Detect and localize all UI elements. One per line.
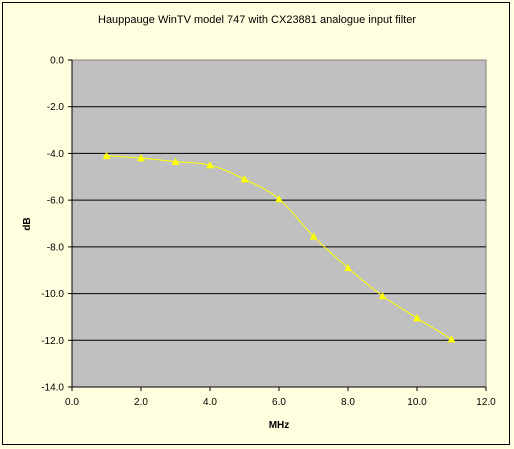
data-point [447, 335, 456, 343]
data-point [206, 161, 214, 169]
x-axis-label: MHz [269, 420, 290, 431]
y-tick-label: -2.0 [47, 102, 65, 113]
data-point [378, 291, 387, 300]
x-axis: 0.0 2.0 4.0 6.0 8.0 10.0 12.0 [65, 60, 496, 408]
grid-lines [72, 106, 486, 341]
y-tick-label: -8.0 [47, 242, 65, 253]
data-point [309, 232, 318, 240]
x-tick-label: 4.0 [203, 397, 217, 408]
data-point [344, 263, 352, 272]
y-tick-label: 0.0 [50, 56, 64, 67]
data-point [413, 314, 421, 322]
y-axis-label: dB [22, 217, 33, 230]
y-tick-label: -14.0 [41, 383, 64, 394]
x-tick-label: 6.0 [272, 397, 286, 408]
x-tick-label: 8.0 [341, 397, 355, 408]
x-tick-label: 0.0 [65, 397, 79, 408]
chart-title: Hauppauge WinTV model 747 with CX23881 a… [98, 14, 416, 26]
y-axis: 0.0 -2.0 -4.0 -6.0 -8.0 -10.0 -12.0 -14.0 [41, 56, 72, 394]
data-point [171, 157, 180, 165]
y-tick-label: -4.0 [47, 149, 65, 160]
data-point [137, 154, 145, 162]
x-tick-label: 2.0 [134, 397, 148, 408]
y-tick-label: -12.0 [41, 336, 64, 347]
plot-area [71, 59, 487, 388]
y-tick-label: -10.0 [41, 289, 64, 300]
data-point [240, 175, 249, 183]
x-tick-label: 10.0 [407, 397, 427, 408]
data-point [102, 151, 111, 160]
data-point [275, 194, 283, 203]
x-tick-label: 12.0 [476, 397, 496, 408]
series-line [102, 151, 456, 343]
y-tick-label: -6.0 [47, 196, 65, 207]
